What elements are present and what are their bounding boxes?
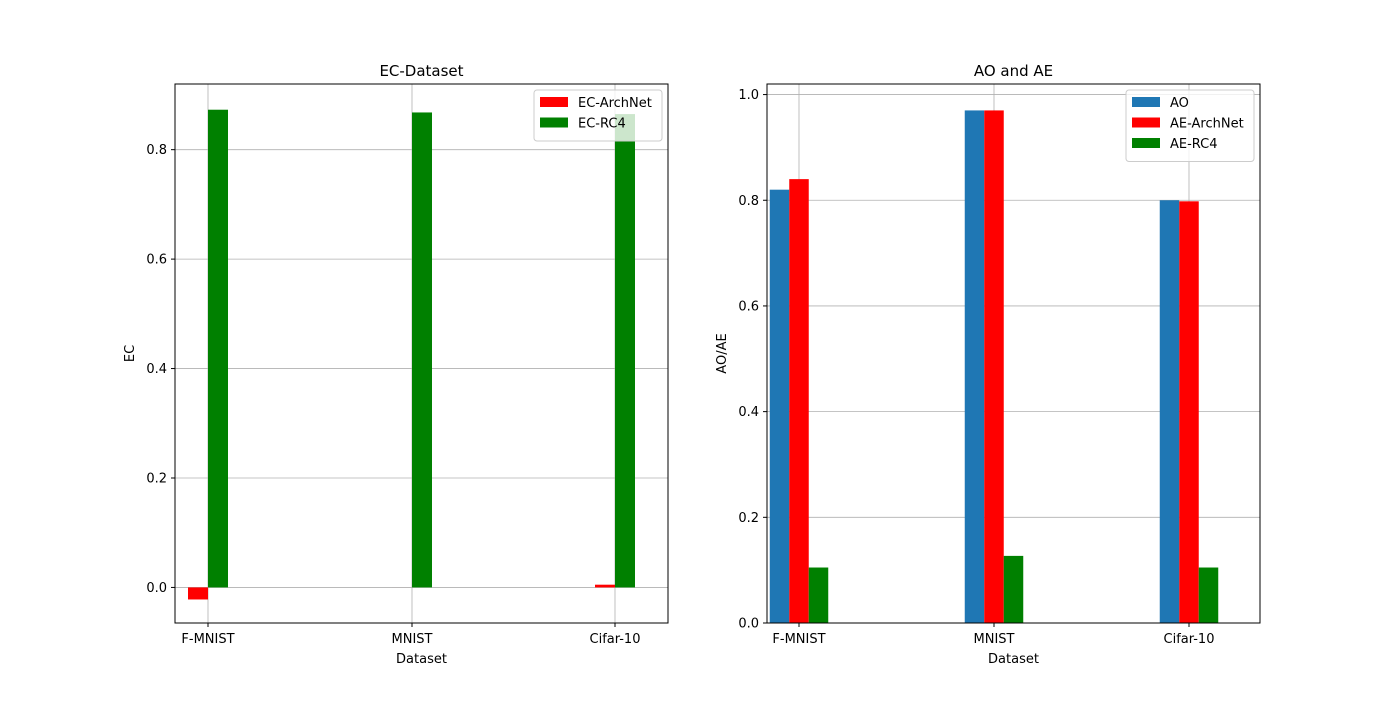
bar-ao	[965, 110, 985, 623]
bar-ec-rc4	[208, 110, 228, 588]
legend-swatch	[1132, 138, 1160, 148]
y-tick-label: 0.2	[146, 471, 167, 486]
y-axis-label: EC	[123, 345, 138, 362]
bar-ec-archnet	[595, 585, 615, 588]
x-tick-label: MNIST	[392, 632, 433, 647]
bar-ae-rc4	[809, 568, 829, 623]
bar-ae-rc4	[1004, 556, 1024, 623]
x-axis-label: Dataset	[988, 652, 1039, 667]
x-tick-label: Cifar-10	[1164, 632, 1215, 647]
legend-label: AO	[1170, 96, 1189, 111]
y-tick-label: 0.8	[738, 194, 759, 209]
legend-label: EC-ArchNet	[578, 96, 652, 111]
bar-ec-rc4	[615, 114, 635, 587]
x-tick-label: F-MNIST	[181, 632, 234, 647]
legend-label: AE-RC4	[1170, 137, 1218, 152]
bar-ao	[770, 190, 790, 623]
bar-ec-archnet	[188, 587, 208, 599]
chart-1: 0.0 0.2 0.4 0.6 0.8 F-MNIST MNIST Cifar-10 EC-Da…	[123, 62, 668, 667]
bar-ae-archnet	[789, 179, 809, 623]
bar-ae-archnet	[1179, 201, 1199, 623]
legend-label: EC-RC4	[578, 117, 626, 132]
x-tick-label: F-MNIST	[772, 632, 825, 647]
bar-ao	[1160, 200, 1180, 623]
y-tick-label: 0.6	[738, 299, 759, 314]
y-tick-label: 0.8	[146, 143, 167, 158]
x-tick-label: Cifar-10	[590, 632, 641, 647]
y-axis-label: AO/AE	[715, 333, 730, 373]
chart-title: AO and AE	[974, 62, 1053, 80]
x-axis-label: Dataset	[396, 652, 447, 667]
x-tick-label: MNIST	[974, 632, 1015, 647]
legend-swatch	[540, 118, 568, 128]
y-tick-label: 0.2	[738, 511, 759, 526]
bar-ae-archnet	[984, 110, 1004, 623]
y-tick-label: 0.0	[146, 581, 167, 596]
y-tick-label: 0.4	[146, 362, 167, 377]
y-tick-label: 0.6	[146, 253, 167, 268]
bar-ae-rc4	[1199, 568, 1219, 623]
chart-2: 0.0 0.2 0.4 0.6 0.8 1.0 F-MNIST MNIST Cifar-10 AO…	[715, 62, 1260, 667]
y-tick-label: 1.0	[738, 88, 759, 103]
y-tick-label: 0.0	[738, 617, 759, 632]
y-tick-label: 0.4	[738, 405, 759, 420]
chart-title: EC-Dataset	[379, 62, 463, 80]
legend-swatch	[1132, 97, 1160, 107]
legend-label: AE-ArchNet	[1170, 117, 1244, 132]
legend-swatch	[1132, 118, 1160, 128]
legend-swatch	[540, 97, 568, 107]
bar-ec-rc4	[412, 112, 432, 587]
